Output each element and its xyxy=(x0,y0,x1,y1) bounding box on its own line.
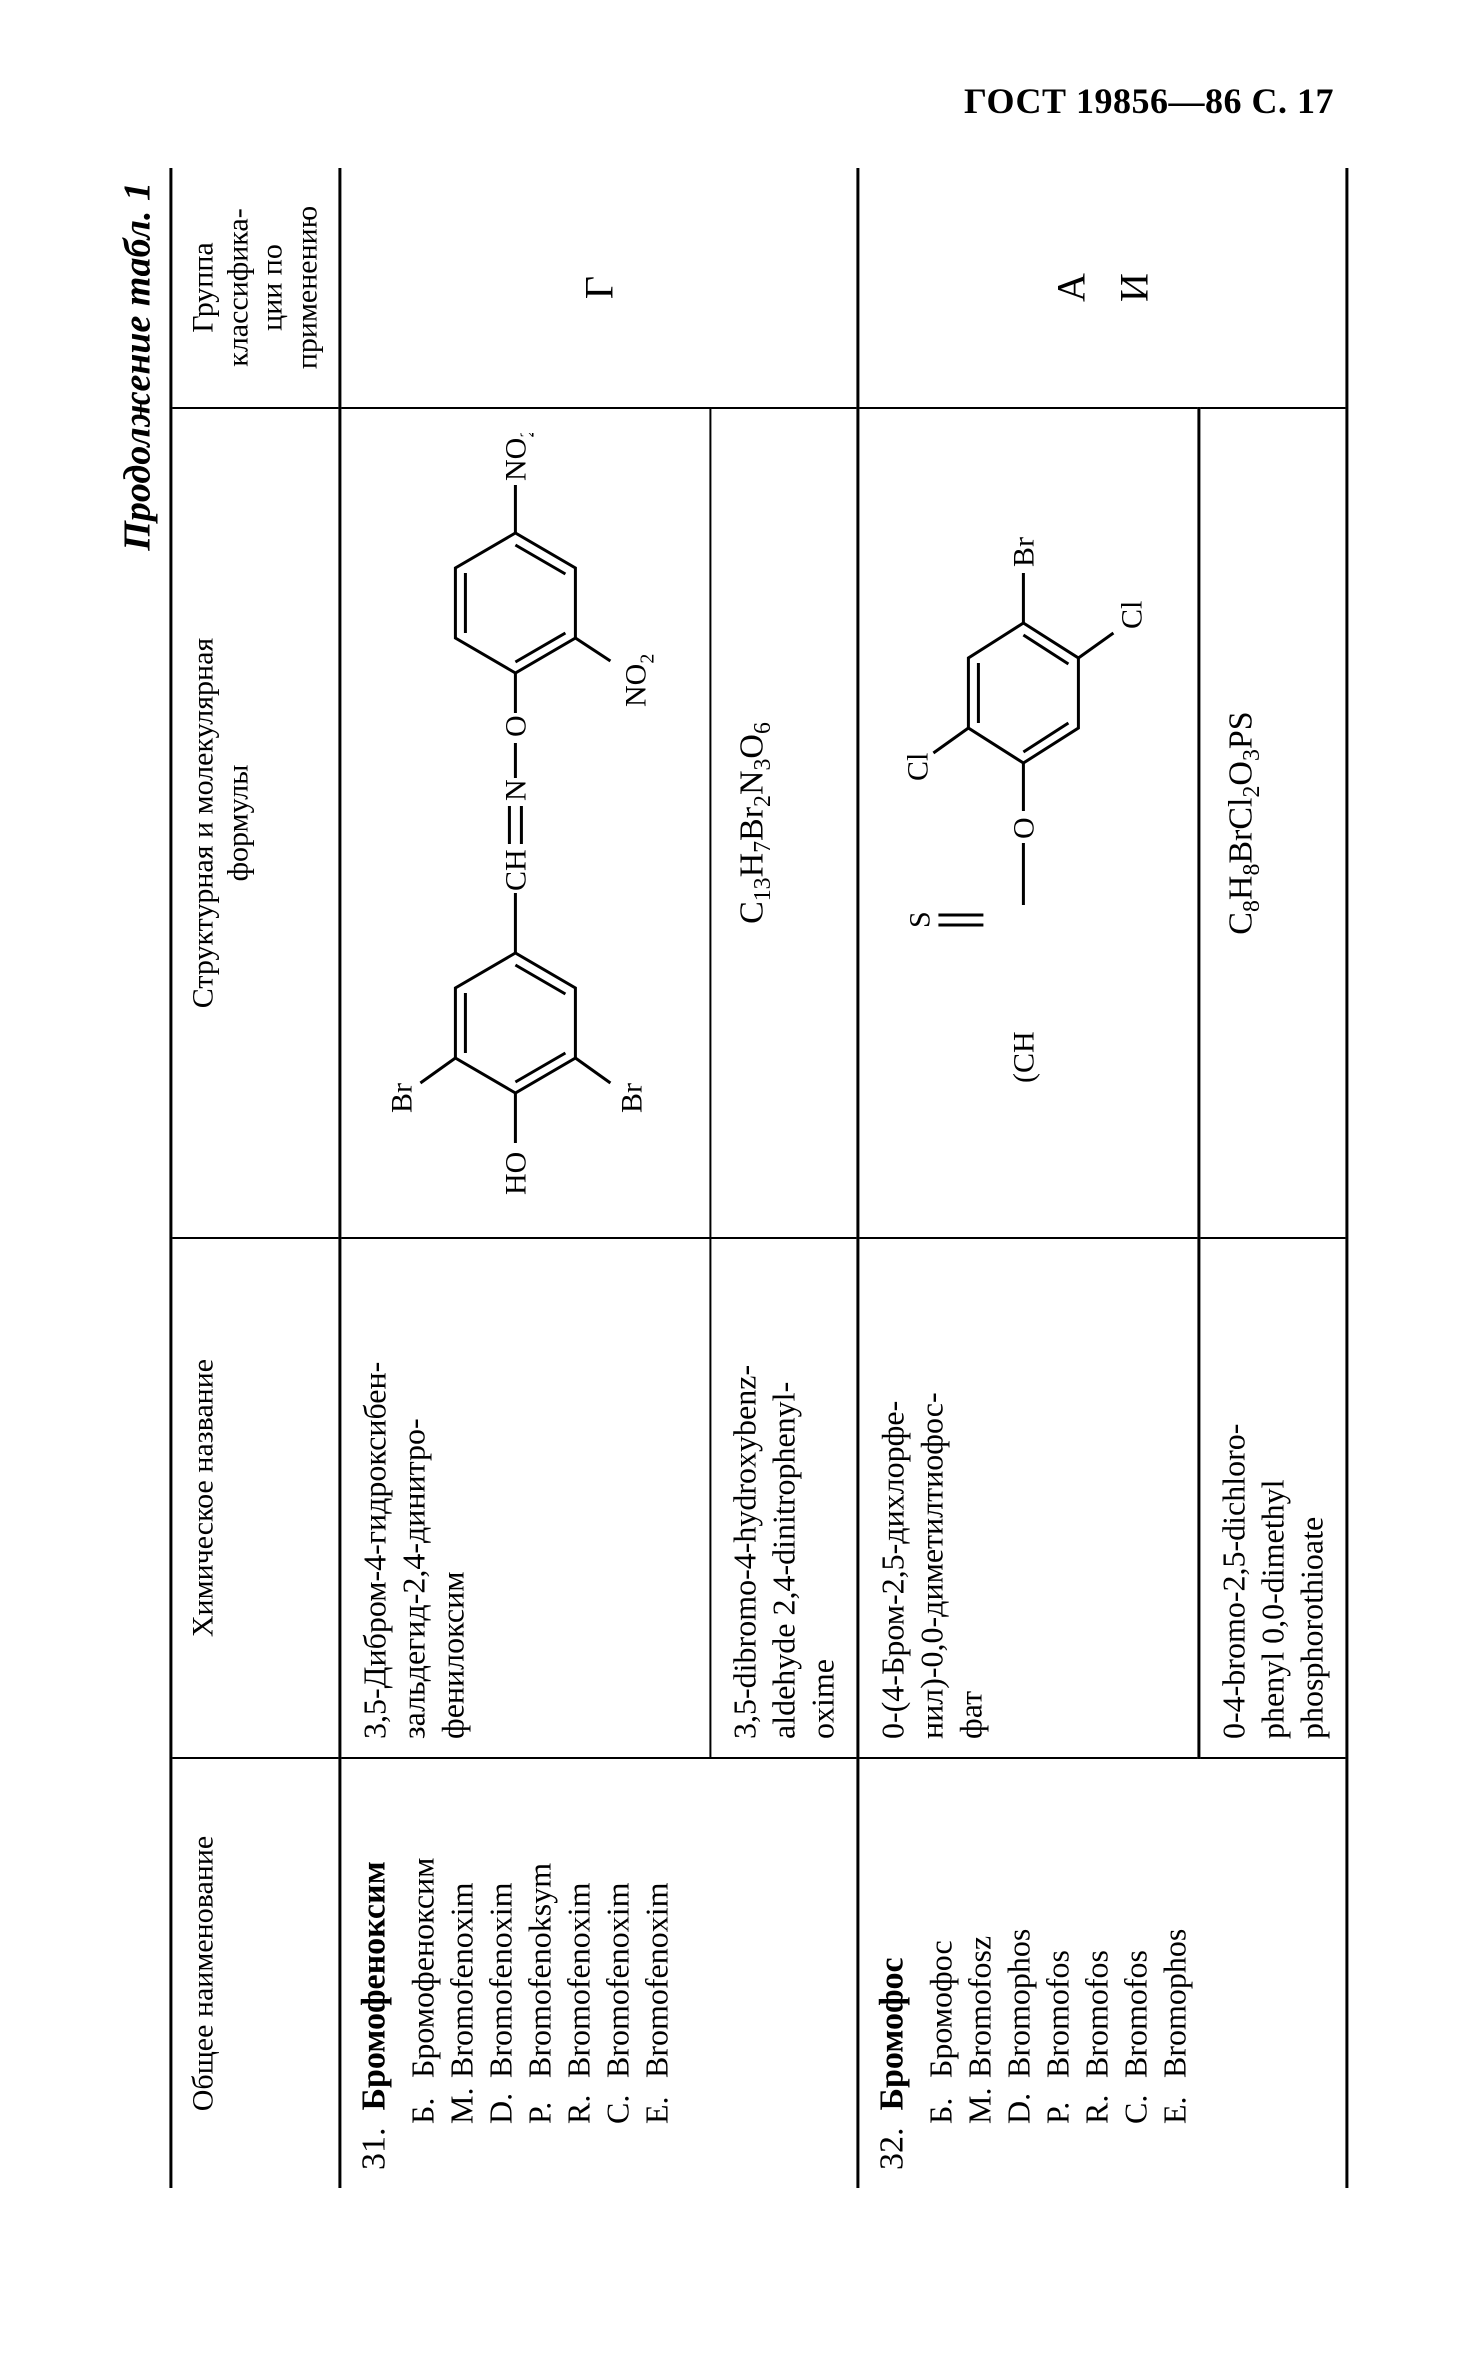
syn-text: Bromofenoxim xyxy=(482,1882,518,2078)
group-letters: Г xyxy=(575,186,622,389)
syn-tag: M. xyxy=(442,2078,481,2124)
syn-text: Bromophos xyxy=(1157,1928,1193,2077)
cell-struct-32b: C8H8BrCl2O3PS xyxy=(1199,408,1347,1238)
page: ГОСТ 19856—86 С. 17 Продолжение табл. 1 … xyxy=(0,0,1464,2355)
lbl-HO: HO xyxy=(499,1151,532,1194)
syn-text: Bromofenoxim xyxy=(600,1882,636,2078)
syn-tag: E. xyxy=(1156,2078,1195,2124)
table-head: Общее наименование Химическое название С… xyxy=(171,168,340,2188)
syn-tag: C. xyxy=(599,2078,638,2124)
syn-tag: Б. xyxy=(922,2078,961,2124)
synonym-list: Б.Бромофеноксим M.Bromofenoxim D.Bromofe… xyxy=(403,1777,676,2124)
lbl-Cl2: Cl xyxy=(1116,600,1149,628)
cell-chem-32-ru: 0-(4-Бром-2,5-дихлорфе- нил)-0,0-диметил… xyxy=(858,1238,1199,1758)
syn-text: Bromofenoxim xyxy=(639,1882,675,2078)
molecular-formula-32: C8H8BrCl2O3PS xyxy=(1223,427,1267,1219)
gost-table: Общее наименование Химическое название С… xyxy=(169,168,1348,2188)
syn-text: Bromofenoxim xyxy=(443,1882,479,2078)
table-row: 31. Бромофеноксим Б.Бромофеноксим M.Brom… xyxy=(340,168,711,2188)
cell-struct-31b: C13H7Br2N3O6 xyxy=(710,408,858,1238)
chem-name-ru: 0-(4-Бром-2,5-дихлорфе- нил)-0,0-диметил… xyxy=(874,1257,991,1739)
col-name-header: Общее наименование xyxy=(171,1758,340,2188)
chem-name-ru: 3,5-Дибром-4-гидроксибен- зальдегид-2,4-… xyxy=(355,1257,595,1739)
table-sheet: Продолжение табл. 1 Общее наименование Х… xyxy=(115,168,1348,2188)
cell-group-32: А И xyxy=(858,168,1347,408)
col-chem-header: Химическое название xyxy=(171,1238,340,1758)
lbl-Br: Br xyxy=(1008,536,1041,566)
lbl-NO2a: NO2 xyxy=(619,653,658,706)
structure-32-svg: S (CH O Cl Cl Br xyxy=(884,473,1164,1173)
rotated-content: Продолжение табл. 1 Общее наименование Х… xyxy=(115,168,1348,2188)
col-group-header: Группа классифика- ции по применению xyxy=(171,168,340,408)
table-caption: Продолжение табл. 1 xyxy=(115,182,159,2188)
syn-tag: D. xyxy=(1000,2078,1039,2124)
syn-text: Бромофос xyxy=(923,1940,959,2078)
entry-number: 31. xyxy=(355,2127,392,2170)
cell-name-31: 31. Бромофеноксим Б.Бромофеноксим M.Brom… xyxy=(340,1758,858,2188)
lbl-Cl1: Cl xyxy=(902,752,935,780)
chem-name-en: 3,5-dibromo-4-hydroxybenz- aldehyde 2,4-… xyxy=(725,1257,842,1739)
synonym-list: Б.Бромофос M.Bromofosz D.Bromophos P.Bro… xyxy=(922,1777,1195,2124)
cell-group-31: Г xyxy=(340,168,858,408)
syn-tag: R. xyxy=(1078,2078,1117,2124)
lbl-S: S xyxy=(904,911,937,928)
molecular-formula-31: C13H7Br2N3O6 xyxy=(733,427,777,1219)
syn-text: Bromofos xyxy=(1040,1950,1076,2078)
lbl-CH: CH xyxy=(499,849,532,891)
lbl-MeO2P: (CH xyxy=(1008,1031,1041,1083)
running-header: ГОСТ 19856—86 С. 17 xyxy=(964,80,1334,122)
cell-struct-31a: HO Br Br CH N O NO2 NO2 xyxy=(340,408,711,1238)
lbl-NO2b: NO2 xyxy=(499,433,538,481)
syn-tag: R. xyxy=(560,2078,599,2124)
lbl-N: N xyxy=(499,779,532,801)
lbl-O: O xyxy=(1008,817,1041,839)
syn-tag: P. xyxy=(1039,2078,1078,2124)
group-letter: А xyxy=(1048,186,1095,389)
cell-name-32: 32. Бромофос Б.Бромофос M.Bromofosz D.Br… xyxy=(858,1758,1347,2188)
col-struc-header: Структурная и молекулярная формулы xyxy=(171,408,340,1238)
lbl-Br2: Br xyxy=(615,1082,648,1112)
group-letters: А И xyxy=(1048,186,1158,389)
entry-title: Бромофеноксим xyxy=(355,1861,392,2110)
syn-tag: M. xyxy=(961,2078,1000,2124)
syn-text: Bromophos xyxy=(1001,1928,1037,2077)
entry-number: 32. xyxy=(874,2127,911,2170)
cell-chem-31-en: 3,5-dibromo-4-hydroxybenz- aldehyde 2,4-… xyxy=(710,1238,858,1758)
syn-tag: C. xyxy=(1117,2078,1156,2124)
syn-text: Bromofos xyxy=(1118,1950,1154,2078)
syn-tag: P. xyxy=(521,2078,560,2124)
group-letter: И xyxy=(1111,186,1158,389)
lbl-O: O xyxy=(499,715,532,737)
group-letter: Г xyxy=(575,186,622,389)
syn-text: Bromofos xyxy=(1079,1950,1115,2078)
cell-chem-31-ru: 3,5-Дибром-4-гидроксибен- зальдегид-2,4-… xyxy=(340,1238,711,1758)
entry-title: Бромофос xyxy=(874,1957,911,2110)
chem-name-en: 0-4-bromo-2,5-dichloro- phenyl 0,0-dimet… xyxy=(1215,1257,1332,1739)
syn-text: Bromofosz xyxy=(962,1935,998,2077)
syn-text: Бромофеноксим xyxy=(404,1857,440,2077)
cell-chem-32-en: 0-4-bromo-2,5-dichloro- phenyl 0,0-dimet… xyxy=(1199,1238,1347,1758)
syn-tag: D. xyxy=(481,2078,520,2124)
table-row: 32. Бромофос Б.Бромофос M.Bromofosz D.Br… xyxy=(858,168,1199,2188)
syn-text: Bromofenoksym xyxy=(522,1862,558,2077)
syn-tag: E. xyxy=(638,2078,677,2124)
cell-struct-32: S (CH O Cl Cl Br xyxy=(858,408,1199,1238)
lbl-Br1: Br xyxy=(385,1082,418,1112)
structure-31-svg: HO Br Br CH N O NO2 NO2 xyxy=(365,433,675,1213)
syn-tag: Б. xyxy=(403,2078,442,2124)
syn-text: Bromofenoxim xyxy=(561,1882,597,2078)
